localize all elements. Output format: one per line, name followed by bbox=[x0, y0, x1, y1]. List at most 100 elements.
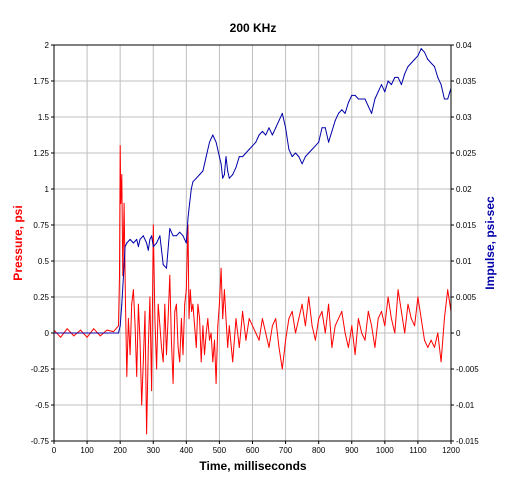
pressure-point bbox=[268, 346, 270, 348]
pressure-point bbox=[170, 339, 172, 341]
impulse-point bbox=[129, 238, 131, 240]
impulse-point bbox=[222, 177, 224, 179]
left-tick-label: -0.5 bbox=[35, 401, 49, 410]
pressure-point bbox=[430, 339, 432, 341]
pressure-point bbox=[192, 303, 194, 305]
pressure-point bbox=[255, 332, 257, 334]
pressure-point bbox=[113, 331, 114, 333]
impulse-point bbox=[205, 156, 207, 158]
pressure-point bbox=[404, 332, 406, 334]
left-axis-ticks: -0.75 -0.5 -0.25 0 0.25 0.5 0.75 1 1.25 1.5 1.75 2 bbox=[31, 41, 54, 446]
pressure-point bbox=[308, 296, 310, 298]
x-axis-ticks: 0 100 200 300 400 500 600 700 800 900 1000 1100 1200 bbox=[52, 441, 460, 455]
pressure-point bbox=[227, 346, 229, 348]
right-tick-label: 0.01 bbox=[456, 257, 472, 266]
pressure-point bbox=[126, 375, 128, 377]
impulse-point bbox=[390, 84, 392, 86]
impulse-point bbox=[324, 127, 326, 129]
pressure-series bbox=[53, 145, 452, 435]
impulse-point bbox=[424, 51, 425, 53]
impulse-point bbox=[118, 332, 119, 334]
left-tick-label: 0 bbox=[45, 329, 50, 338]
pressure-point bbox=[86, 336, 88, 338]
impulse-point bbox=[357, 98, 359, 100]
impulse-point bbox=[288, 148, 290, 150]
impulse-point bbox=[137, 246, 139, 248]
impulse-point bbox=[245, 152, 247, 154]
left-tick-label: 1.25 bbox=[33, 149, 49, 158]
impulse-point bbox=[228, 177, 230, 179]
pressure-point bbox=[394, 332, 396, 334]
pressure-point bbox=[314, 339, 316, 341]
impulse-point bbox=[86, 332, 88, 334]
pressure-point bbox=[164, 303, 166, 305]
pressure-point bbox=[324, 332, 326, 334]
impulse-point bbox=[121, 303, 123, 305]
pressure-point bbox=[131, 303, 133, 305]
pressure-point bbox=[66, 328, 68, 330]
pressure-point bbox=[298, 318, 300, 320]
right-tick-label: 0.025 bbox=[456, 149, 477, 158]
pressure-point bbox=[288, 318, 290, 320]
pressure-point bbox=[137, 303, 139, 305]
pressure-point bbox=[132, 289, 134, 291]
impulse-point bbox=[397, 76, 399, 78]
impulse-point bbox=[172, 235, 174, 237]
pressure-point bbox=[144, 310, 146, 312]
impulse-point bbox=[199, 174, 201, 176]
pressure-point bbox=[195, 346, 197, 348]
pressure-point bbox=[215, 382, 217, 384]
pressure-point bbox=[60, 336, 62, 338]
impulse-point bbox=[285, 127, 287, 129]
impulse-point bbox=[311, 148, 313, 150]
right-tick-label: 0.02 bbox=[456, 185, 472, 194]
impulse-point bbox=[427, 58, 429, 60]
pressure-point bbox=[182, 354, 184, 356]
right-axis-ticks: -0.015 -0.01 -0.005 0 0.005 0.01 0.015 0.02 0.02… bbox=[451, 41, 479, 446]
impulse-point bbox=[142, 235, 144, 237]
impulse-point bbox=[344, 112, 346, 114]
pressure-point bbox=[188, 318, 190, 320]
pressure-point bbox=[179, 361, 181, 363]
pressure-point bbox=[141, 404, 143, 406]
impulse-point bbox=[132, 242, 134, 244]
pressure-point bbox=[331, 346, 333, 348]
impulse-point bbox=[334, 120, 336, 122]
left-tick-label: -0.25 bbox=[31, 365, 50, 374]
right-tick-label: 0.03 bbox=[456, 113, 472, 122]
impulse-point bbox=[437, 76, 439, 78]
impulse-point bbox=[179, 231, 181, 233]
pressure-point bbox=[139, 339, 141, 341]
pressure-point bbox=[121, 174, 123, 176]
pressure-point bbox=[347, 346, 349, 348]
impulse-point bbox=[265, 134, 267, 136]
impulse-point bbox=[414, 58, 416, 60]
pressure-point bbox=[420, 318, 422, 320]
pressure-point bbox=[180, 318, 182, 320]
pressure-point bbox=[207, 318, 209, 320]
impulse-point bbox=[255, 141, 257, 143]
impulse-point bbox=[417, 55, 419, 57]
pressure-point bbox=[223, 289, 225, 291]
pressure-point bbox=[73, 335, 75, 337]
impulse-point bbox=[304, 156, 306, 158]
impulse-point bbox=[235, 166, 237, 168]
pressure-point bbox=[341, 310, 343, 312]
impulse-point bbox=[70, 332, 71, 334]
impulse-point bbox=[291, 156, 293, 158]
pressure-point bbox=[172, 382, 174, 384]
impulse-point bbox=[331, 130, 333, 132]
pressure-point bbox=[252, 325, 253, 327]
pressure-point bbox=[367, 310, 369, 312]
pressure-point bbox=[120, 202, 122, 204]
pressure-point bbox=[225, 318, 227, 320]
pressure-point bbox=[381, 310, 382, 312]
impulse-point bbox=[195, 177, 197, 179]
pressure-point bbox=[127, 318, 129, 320]
pressure-point bbox=[157, 303, 159, 305]
pressure-point bbox=[199, 318, 201, 320]
impulse-point bbox=[308, 152, 310, 154]
x-tick-label: 200 bbox=[113, 446, 127, 455]
impulse-point bbox=[338, 112, 339, 114]
pressure-point bbox=[291, 310, 293, 312]
